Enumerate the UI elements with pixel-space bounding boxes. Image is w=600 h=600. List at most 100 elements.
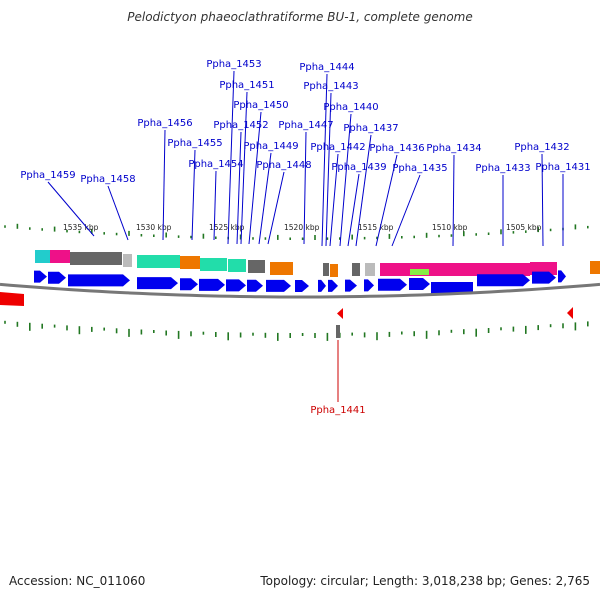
forward-gene-arrow xyxy=(180,278,198,291)
gene-label: Ppha_1442 xyxy=(310,142,365,153)
cog-block xyxy=(200,258,227,271)
gene-label: Ppha_1447 xyxy=(278,120,333,131)
kbp-scale: 1535 kbp 1530 kbp 1525 kbp 1520 kbp 1515 kbp… xyxy=(63,223,542,232)
gene-leader-line xyxy=(213,170,217,241)
gene-leader-line xyxy=(329,153,339,247)
scale-label: 1515 kbp xyxy=(358,223,394,232)
cog-block xyxy=(123,254,132,267)
scale-label: 1520 kbp xyxy=(284,223,320,232)
gene-label: Ppha_1451 xyxy=(219,80,274,91)
forward-gene-arrow xyxy=(364,279,374,292)
genome-title: Pelodictyon phaeoclathratiforme BU-1, co… xyxy=(127,10,473,24)
forward-gene-arrow xyxy=(558,270,566,283)
forward-gene-arrow xyxy=(477,274,530,287)
reverse-gene-cog xyxy=(336,325,340,338)
gene-label: Ppha_1431 xyxy=(535,162,590,173)
cog-block xyxy=(228,259,246,272)
gene-label: Ppha_1450 xyxy=(233,100,288,111)
gene-leader-line xyxy=(236,131,242,245)
gene-label: Ppha_1439 xyxy=(331,162,386,173)
gene-leader-line xyxy=(240,91,248,245)
forward-gene-arrow xyxy=(431,282,473,294)
forward-gene-arrow xyxy=(266,279,291,292)
gene-label: Ppha_1456 xyxy=(137,118,192,129)
cog-block xyxy=(50,250,70,263)
gene-leader-line xyxy=(258,152,272,245)
gene-leader-line xyxy=(325,92,332,247)
gene-label: Ppha_1435 xyxy=(392,163,447,174)
reverse-gene-arrow xyxy=(337,308,343,319)
scale-label: 1510 kbp xyxy=(432,223,468,232)
cog-block xyxy=(330,264,338,277)
genome-statistics: Topology: circular; Length: 3,018,238 bp… xyxy=(260,574,590,588)
forward-gene-arrow xyxy=(345,279,357,292)
gc-skew-ticks-top xyxy=(4,223,589,240)
gene-label: Ppha_1432 xyxy=(514,142,569,153)
forward-gene-track xyxy=(34,270,566,294)
gene-leader-line xyxy=(321,73,328,247)
gene-label: Ppha_1448 xyxy=(256,160,311,171)
gene-label: Ppha_1433 xyxy=(475,163,530,174)
cog-block xyxy=(380,263,408,276)
gene-label: Ppha_1453 xyxy=(206,59,261,70)
gene-label: Ppha_1440 xyxy=(323,102,378,113)
cog-block xyxy=(365,263,375,276)
gene-leader-line xyxy=(452,154,455,247)
cog-block xyxy=(323,263,329,276)
cog-block xyxy=(590,261,600,274)
gene-label: Ppha_1443 xyxy=(303,81,358,92)
gene-label: Ppha_1441 xyxy=(310,405,365,416)
forward-gene-arrow xyxy=(226,279,246,292)
forward-gene-arrow xyxy=(199,278,225,291)
genome-backbone xyxy=(0,282,600,299)
gene-leader-line xyxy=(375,154,398,247)
cog-block xyxy=(137,255,180,268)
accession-number: Accession: NC_011060 xyxy=(9,574,146,588)
cog-block xyxy=(352,263,360,276)
gene-leader-line xyxy=(47,181,95,237)
gene-label: Ppha_1437 xyxy=(343,123,398,134)
gene-leader-line xyxy=(248,111,262,245)
cog-block xyxy=(410,269,429,275)
gene-label: Ppha_1449 xyxy=(243,141,298,152)
forward-gene-arrow xyxy=(409,278,430,291)
gene-leader-line xyxy=(267,171,285,245)
gene-label: Ppha_1436 xyxy=(369,143,424,154)
gene-leader-line xyxy=(162,129,166,241)
cog-block xyxy=(430,263,530,276)
reverse-gene-track xyxy=(0,292,573,338)
forward-gene-arrow xyxy=(137,277,178,290)
backbone-line xyxy=(0,282,600,299)
gene-leader-line xyxy=(227,70,235,245)
scale-label: 1505 kbp xyxy=(506,223,542,232)
forward-gene-arrow xyxy=(532,271,556,284)
forward-gene-arrow xyxy=(34,270,47,283)
gene-label: Ppha_1458 xyxy=(80,174,135,185)
gene-label-layer: Ppha_1459 Ppha_1458 Ppha_1456 Ppha_1455 Ppha… xyxy=(20,59,590,416)
forward-gene-arrow xyxy=(247,279,263,292)
cog-block xyxy=(70,252,122,265)
gene-label: Ppha_1452 xyxy=(213,120,268,131)
gene-label: Ppha_1459 xyxy=(20,170,75,181)
gene-label: Ppha_1434 xyxy=(426,143,481,154)
cog-block xyxy=(35,250,50,263)
gene-leader-line xyxy=(541,153,544,247)
cog-category-track xyxy=(35,250,600,277)
forward-gene-arrow xyxy=(48,271,66,284)
scale-label: 1530 kbp xyxy=(136,223,172,232)
gc-skew-ticks-bottom xyxy=(4,320,589,341)
scale-label: 1525 kbp xyxy=(209,223,245,232)
forward-gene-arrow xyxy=(378,278,407,291)
forward-gene-arrow xyxy=(68,274,130,287)
gene-label: Ppha_1455 xyxy=(167,138,222,149)
gene-leader-line xyxy=(391,174,421,247)
gene-leader-line xyxy=(339,113,352,247)
forward-gene-arrow xyxy=(295,279,309,292)
gene-leader-line xyxy=(347,173,360,247)
cog-block xyxy=(248,260,265,273)
gene-label: Ppha_1444 xyxy=(299,62,354,73)
gene-leader-line xyxy=(191,149,196,241)
forward-gene-arrow xyxy=(318,279,326,292)
gene-leader-line xyxy=(355,134,372,247)
reverse-gene-arrow xyxy=(567,307,573,319)
